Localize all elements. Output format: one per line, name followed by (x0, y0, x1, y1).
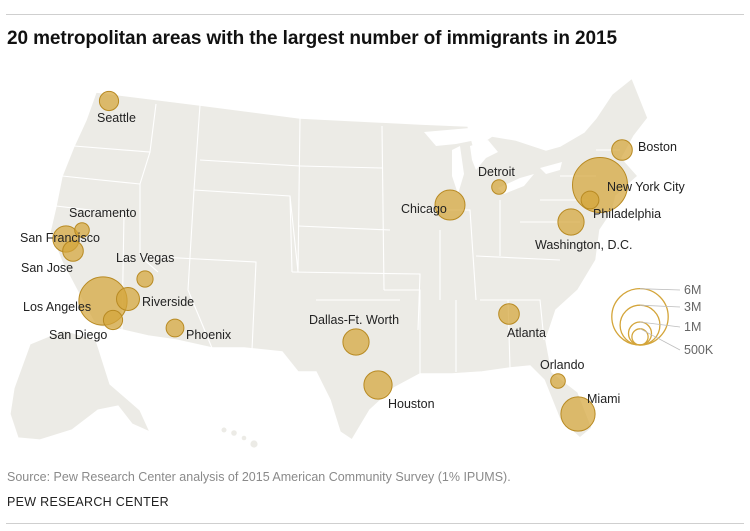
bubble-boston (611, 139, 633, 161)
bubble-seattle (98, 90, 120, 112)
bubble-orlando (550, 373, 566, 389)
label-san-jose: San Jose (21, 261, 73, 275)
label-phoenix: Phoenix (186, 328, 232, 342)
metro-bubbles (52, 90, 633, 432)
bubble-san-jose (62, 240, 84, 262)
bubble-las-vegas (136, 270, 154, 288)
legend-leader-line (639, 321, 681, 328)
label-atlanta: Atlanta (507, 326, 546, 340)
bubble-riverside (116, 287, 140, 311)
label-miami: Miami (587, 392, 620, 406)
top-rule (6, 14, 744, 15)
label-detroit: Detroit (478, 165, 515, 179)
label-new-york-city: New York City (607, 180, 686, 194)
bubble-miami (560, 396, 596, 432)
bubble-sacramento (74, 222, 90, 238)
legend-label-3m: 3M (684, 300, 701, 314)
label-las-vegas: Las Vegas (116, 251, 174, 265)
bubble-houston (363, 370, 393, 400)
state-borders (55, 103, 620, 374)
label-riverside: Riverside (142, 295, 194, 309)
legend-circle-500k (631, 328, 649, 346)
legend-label-500k: 500K (684, 343, 714, 357)
legend-leader-line (639, 288, 681, 291)
legend-leader-line (639, 304, 681, 308)
label-houston: Houston (388, 397, 435, 411)
legend-circle-3m (619, 304, 661, 346)
label-philadelphia: Philadelphia (593, 207, 661, 221)
bubble-chicago (434, 189, 466, 221)
source-note: Source: Pew Research Center analysis of … (7, 470, 511, 484)
bubble-san-diego (102, 309, 124, 331)
label-dallas-ft-worth: Dallas-Ft. Worth (309, 313, 399, 327)
size-legend (611, 287, 681, 351)
brand-name: PEW RESEARCH CENTER (7, 495, 169, 509)
label-seattle: Seattle (97, 111, 136, 125)
bubble-detroit (491, 179, 507, 195)
legend-leader-line (639, 328, 681, 351)
bubble-washington-d-c (557, 208, 585, 236)
alaska-shape (9, 329, 152, 441)
legend-labels: 6M 3M 1M 500K (684, 283, 714, 357)
metro-labels: Seattle Boston Detroit New York City Chi… (20, 111, 686, 411)
label-boston: Boston (638, 140, 677, 154)
label-los-angeles: Los Angeles (23, 300, 91, 314)
legend-label-6m: 6M (684, 283, 701, 297)
label-san-francisco: San Francisco (20, 231, 100, 245)
label-orlando: Orlando (540, 358, 585, 372)
label-sacramento: Sacramento (69, 206, 136, 220)
great-lakes (424, 128, 562, 194)
legend-circle-6m (611, 287, 669, 346)
label-washington-dc: Washington, D.C. (535, 238, 633, 252)
legend-label-1m: 1M (684, 320, 701, 334)
bubble-atlanta (498, 303, 520, 325)
bubble-phoenix (165, 318, 185, 338)
label-chicago: Chicago (401, 202, 447, 216)
hawaii-shape (221, 427, 258, 448)
bubble-dallas-ft-worth (342, 328, 370, 356)
bubble-philadelphia (580, 190, 600, 210)
label-san-diego: San Diego (49, 328, 107, 342)
bottom-rule (6, 523, 744, 524)
chart-title: 20 metropolitan areas with the largest n… (7, 28, 617, 49)
